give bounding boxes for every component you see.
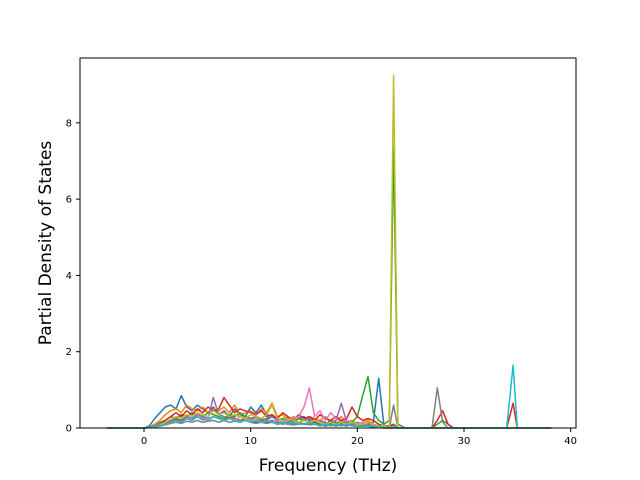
y-tick-label: 6 [66,195,72,206]
x-axis-ticks: 0 10 20 30 40 [141,428,577,447]
x-axis-label: Frequency (THz) [259,456,398,476]
x-tick-label: 30 [458,436,471,447]
x-tick-label: 10 [244,436,257,447]
y-tick-label: 4 [66,271,72,282]
x-tick-label: 0 [141,436,147,447]
y-tick-label: 8 [66,118,72,129]
y-tick-label: 0 [66,424,72,435]
y-axis-ticks: 0 2 4 6 8 [66,118,80,435]
axes-frame [79,57,577,429]
y-axis-label: Partial Density of States [36,141,56,346]
x-tick-label: 20 [351,436,364,447]
series-line-4 [106,396,552,429]
y-tick-label: 2 [66,347,72,358]
series-line-8 [106,387,552,429]
x-tick-label: 40 [564,436,577,447]
